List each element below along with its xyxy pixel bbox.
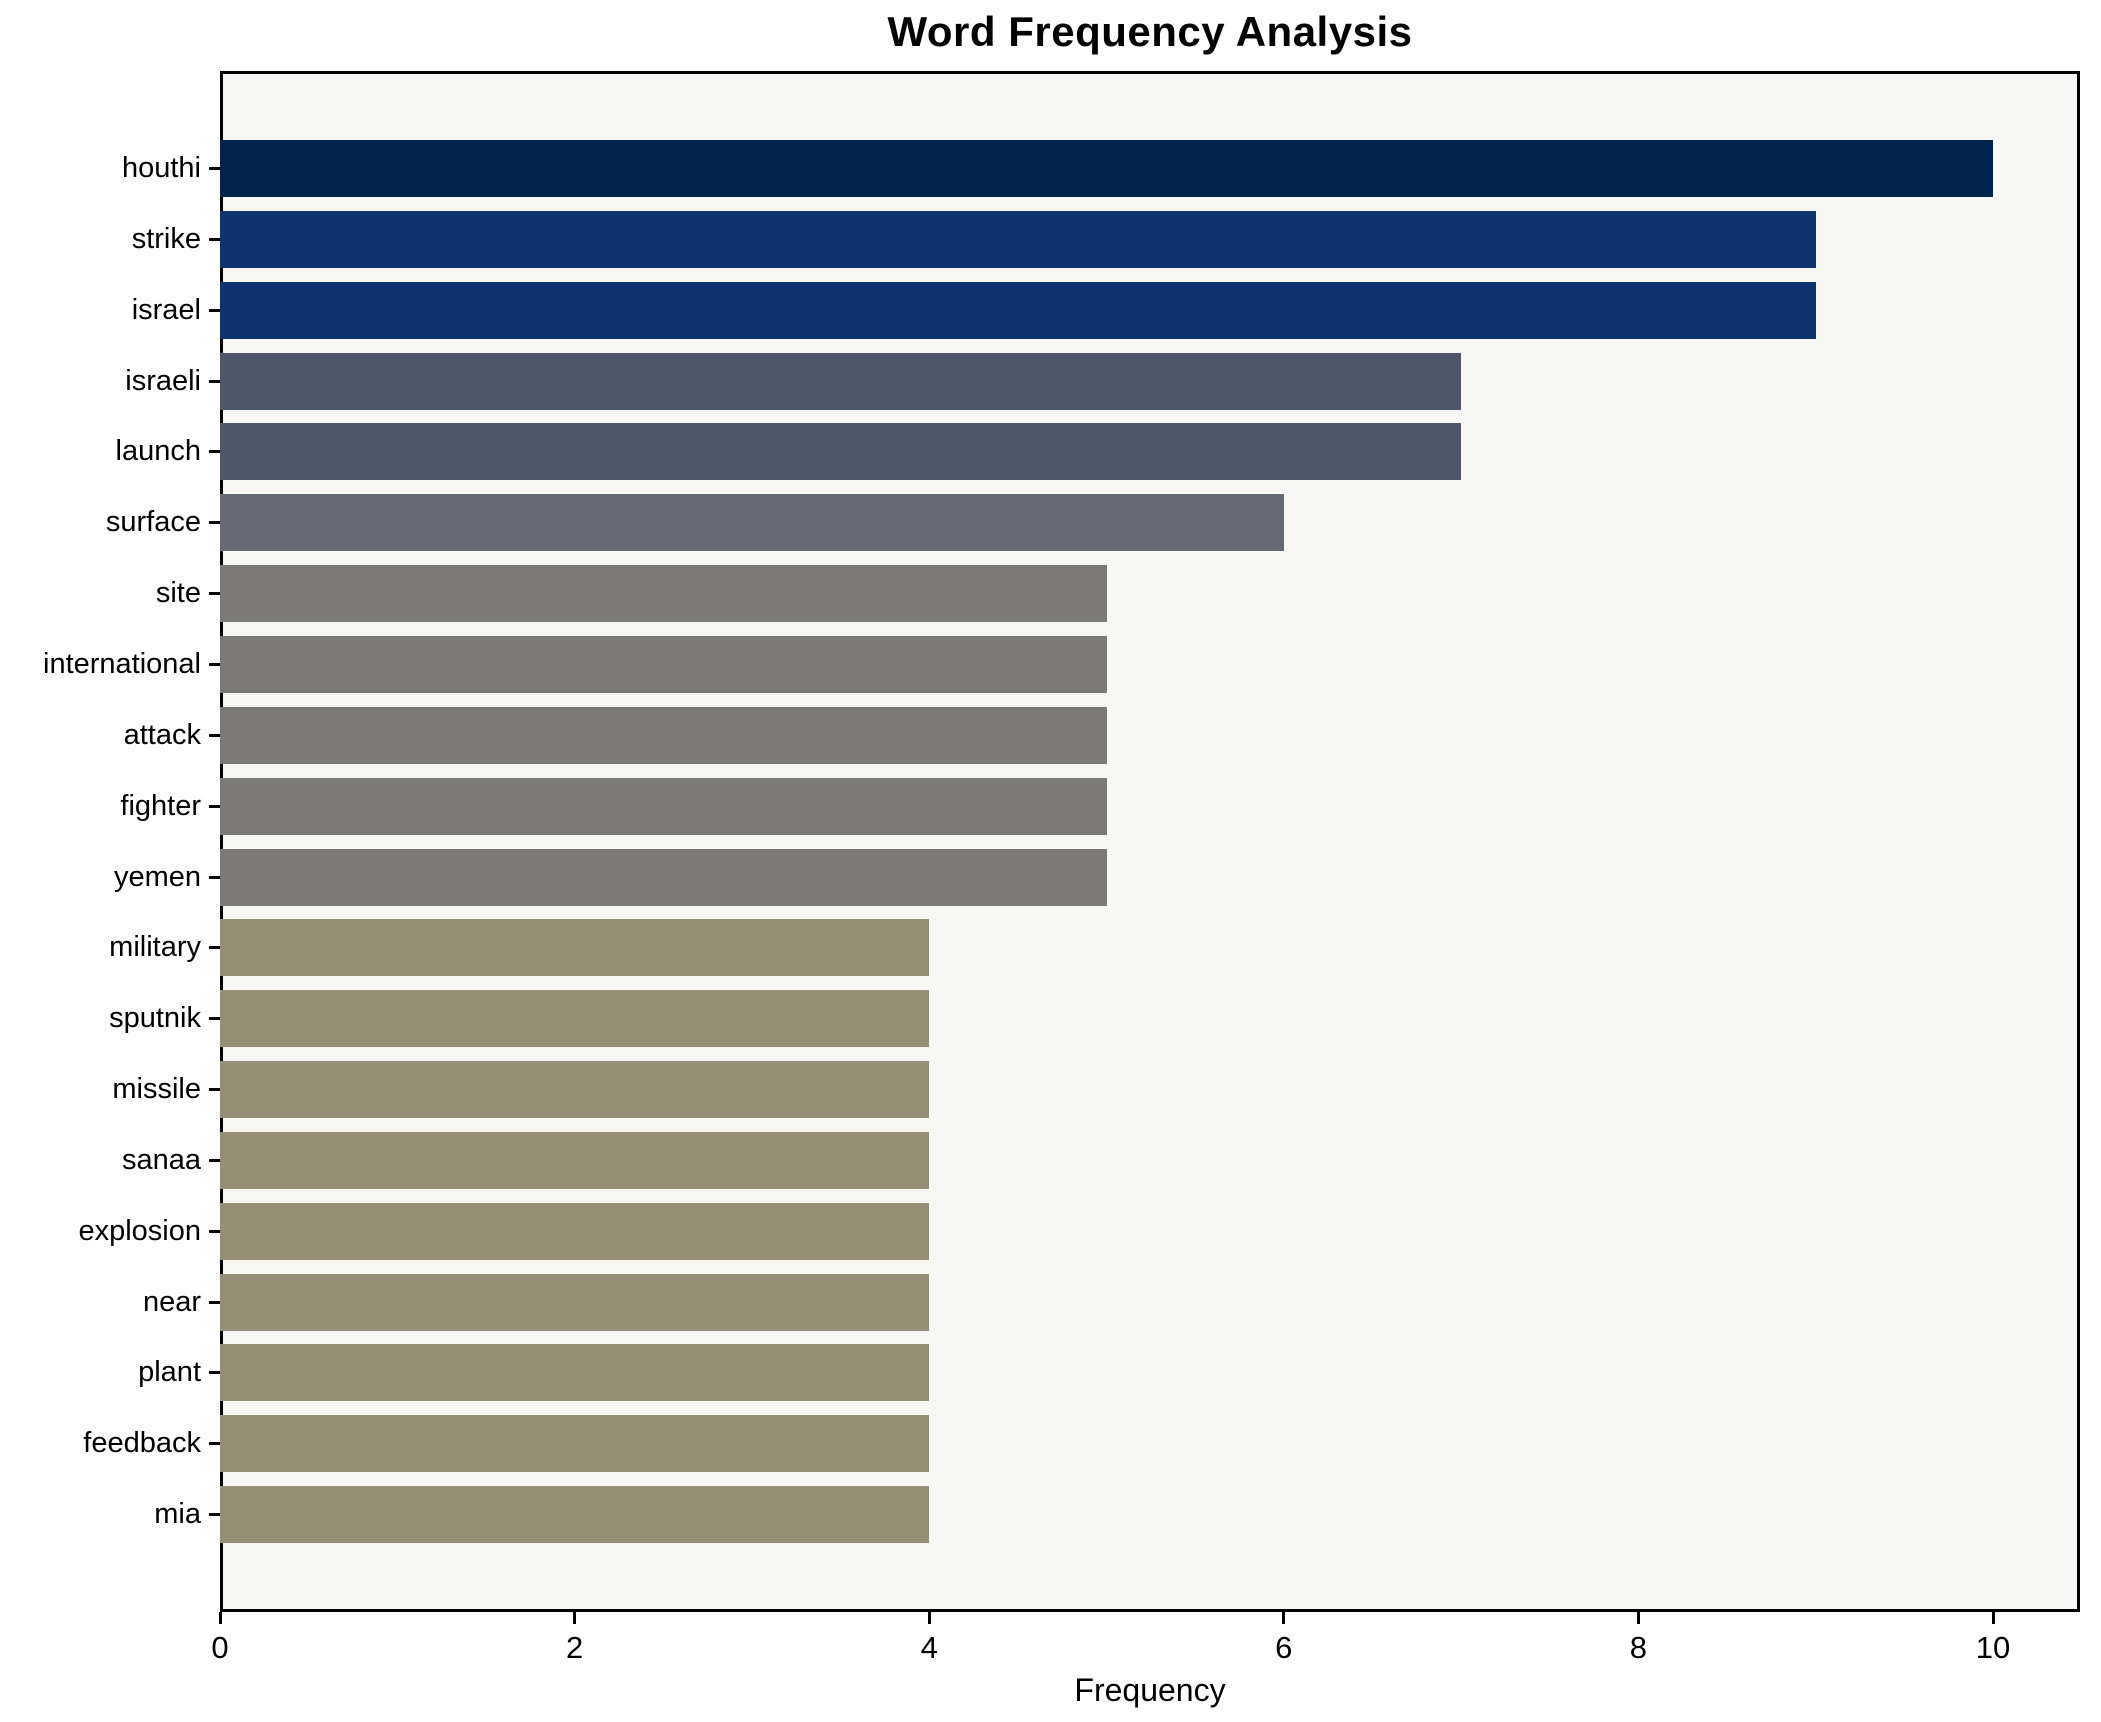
y-tick-mark — [209, 662, 220, 666]
y-tick-label-military: military — [109, 931, 201, 964]
x-tick-label-6: 6 — [1275, 1630, 1293, 1665]
bar-sanaa — [220, 1131, 930, 1189]
bar-military — [220, 919, 930, 977]
bar-site — [220, 565, 1107, 623]
y-tick-mark — [209, 1513, 220, 1517]
y-tick-mark — [209, 1088, 220, 1092]
y-tick-mark — [209, 521, 220, 525]
x-tick-label-4: 4 — [920, 1630, 938, 1665]
bar-explosion — [220, 1202, 930, 1260]
bar-missile — [220, 1061, 930, 1119]
bar-near — [220, 1273, 930, 1331]
bar-surface — [220, 494, 1284, 552]
y-tick-mark — [209, 733, 220, 737]
y-tick-label-missile: missile — [112, 1073, 201, 1106]
y-tick-mark — [209, 946, 220, 950]
x-tick-mark — [1282, 1612, 1286, 1624]
chart-title: Word Frequency Analysis — [887, 8, 1413, 55]
y-tick-mark — [209, 804, 220, 808]
y-tick-mark — [209, 592, 220, 596]
y-tick-mark — [209, 308, 220, 312]
y-tick-mark — [209, 1229, 220, 1233]
bar-fighter — [220, 777, 1107, 835]
x-tick-mark — [1991, 1612, 1995, 1624]
x-tick-label-2: 2 — [565, 1630, 584, 1665]
y-tick-label-explosion: explosion — [78, 1214, 201, 1247]
x-tick-mark — [927, 1612, 931, 1624]
y-tick-mark — [209, 1158, 220, 1162]
y-tick-label-strike: strike — [131, 222, 201, 255]
y-tick-label-near: near — [142, 1285, 201, 1318]
bar-feedback — [220, 1415, 930, 1473]
y-tick-mark — [209, 875, 220, 879]
y-tick-label-international: international — [43, 647, 201, 680]
y-tick-label-launch: launch — [115, 435, 201, 468]
x-tick-mark — [573, 1612, 577, 1624]
y-tick-label-fighter: fighter — [120, 789, 201, 822]
bar-mia — [220, 1486, 930, 1544]
y-tick-label-surface: surface — [105, 506, 201, 539]
x-tick-mark — [1636, 1612, 1640, 1624]
y-tick-label-feedback: feedback — [83, 1427, 201, 1460]
y-tick-label-israel: israel — [131, 293, 201, 326]
bar-yemen — [220, 848, 1107, 906]
y-tick-mark — [209, 1300, 220, 1304]
y-tick-mark — [209, 379, 220, 383]
bar-plant — [220, 1344, 930, 1402]
y-tick-label-sputnik: sputnik — [109, 1002, 201, 1035]
y-tick-mark — [209, 237, 220, 241]
y-tick-label-israeli: israeli — [125, 364, 201, 397]
y-tick-mark — [209, 450, 220, 454]
bar-israel — [220, 281, 1816, 339]
x-tick-mark — [218, 1612, 222, 1624]
bar-sputnik — [220, 990, 930, 1048]
y-tick-label-yemen: yemen — [113, 860, 201, 893]
y-tick-mark — [209, 167, 220, 170]
x-tick-label-10: 10 — [1975, 1630, 2011, 1665]
bar-international — [220, 635, 1107, 693]
y-tick-label-houthi: houthi — [121, 152, 201, 184]
bar-israeli — [220, 352, 1462, 410]
y-tick-mark — [209, 1442, 220, 1446]
y-tick-label-sanaa: sanaa — [121, 1143, 201, 1176]
bar-launch — [220, 423, 1462, 481]
bar-attack — [220, 706, 1107, 764]
y-tick-label-plant: plant — [138, 1356, 201, 1389]
y-tick-label-mia: mia — [154, 1498, 201, 1531]
bar-houthi — [220, 140, 1993, 197]
y-tick-label-site: site — [155, 577, 201, 610]
y-tick-mark — [209, 1017, 220, 1021]
bar-strike — [220, 210, 1816, 268]
x-axis-label: Frequency — [1074, 1672, 1226, 1708]
x-tick-label-8: 8 — [1629, 1630, 1648, 1665]
y-tick-label-attack: attack — [123, 718, 201, 751]
y-tick-mark — [209, 1371, 220, 1375]
x-tick-label-0: 0 — [211, 1630, 229, 1665]
